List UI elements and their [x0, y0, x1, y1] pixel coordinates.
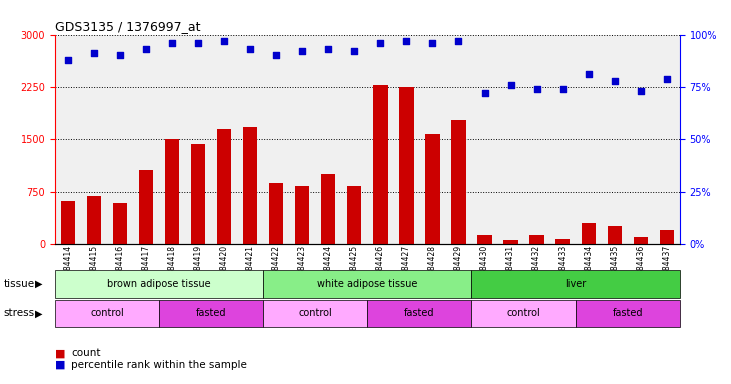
- Bar: [607, 226, 622, 244]
- Text: fasted: fasted: [613, 308, 643, 318]
- Text: ▶: ▶: [35, 308, 42, 318]
- Point: [504, 82, 516, 88]
- Point: [114, 53, 126, 59]
- Bar: [556, 239, 569, 244]
- Bar: [217, 129, 231, 244]
- Point: [88, 50, 99, 56]
- Bar: [477, 235, 492, 244]
- Point: [557, 86, 569, 92]
- Bar: [269, 183, 284, 244]
- Bar: [504, 240, 518, 244]
- Point: [635, 88, 647, 94]
- Bar: [582, 223, 596, 244]
- Point: [62, 56, 74, 63]
- Bar: [113, 204, 127, 244]
- Point: [661, 75, 673, 81]
- Point: [609, 78, 621, 84]
- Point: [427, 40, 439, 46]
- Point: [583, 71, 594, 78]
- Text: control: control: [507, 308, 540, 318]
- Text: liver: liver: [565, 279, 586, 289]
- Point: [270, 53, 282, 59]
- Point: [401, 38, 412, 44]
- Bar: [321, 174, 336, 244]
- Bar: [61, 200, 75, 244]
- Text: ▶: ▶: [35, 279, 42, 289]
- Point: [192, 40, 204, 46]
- Text: stress: stress: [4, 308, 35, 318]
- Bar: [295, 186, 309, 244]
- Text: brown adipose tissue: brown adipose tissue: [107, 279, 211, 289]
- Bar: [243, 127, 257, 244]
- Text: ■: ■: [55, 360, 65, 370]
- Bar: [451, 120, 466, 244]
- Point: [244, 46, 256, 52]
- Point: [322, 46, 334, 52]
- Point: [296, 48, 308, 55]
- Text: percentile rank within the sample: percentile rank within the sample: [71, 360, 247, 370]
- Bar: [659, 230, 674, 244]
- Point: [349, 48, 360, 55]
- Text: white adipose tissue: white adipose tissue: [317, 279, 417, 289]
- Point: [140, 46, 152, 52]
- Bar: [374, 86, 387, 244]
- Point: [219, 38, 230, 44]
- Point: [479, 90, 491, 96]
- Point: [531, 86, 542, 92]
- Bar: [529, 235, 544, 244]
- Bar: [139, 170, 153, 244]
- Text: control: control: [298, 308, 332, 318]
- Text: fasted: fasted: [404, 308, 435, 318]
- Text: tissue: tissue: [4, 279, 35, 289]
- Bar: [87, 196, 101, 244]
- Text: count: count: [71, 348, 100, 358]
- Bar: [425, 134, 439, 244]
- Bar: [399, 87, 414, 244]
- Bar: [634, 237, 648, 244]
- Text: ■: ■: [55, 348, 65, 358]
- Point: [452, 38, 464, 44]
- Text: fasted: fasted: [196, 308, 227, 318]
- Text: GDS3135 / 1376997_at: GDS3135 / 1376997_at: [55, 20, 200, 33]
- Text: control: control: [90, 308, 124, 318]
- Point: [166, 40, 178, 46]
- Point: [374, 40, 386, 46]
- Bar: [347, 186, 361, 244]
- Bar: [191, 144, 205, 244]
- Bar: [165, 139, 179, 244]
